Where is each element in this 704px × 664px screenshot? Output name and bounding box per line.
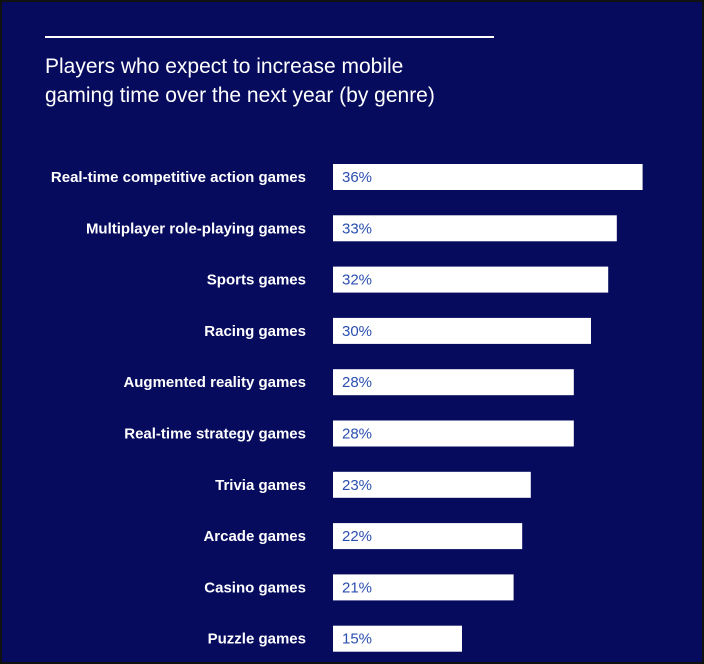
value-label: 23% xyxy=(342,477,372,494)
bar xyxy=(333,574,514,601)
bar xyxy=(333,471,531,498)
chart-title: Players who expect to increase mobile ga… xyxy=(45,52,545,110)
bar xyxy=(333,317,591,344)
value-label: 15% xyxy=(342,631,372,648)
value-label: 30% xyxy=(342,323,372,340)
category-label: Real-time competitive action games xyxy=(51,169,306,186)
chart-title-line-2: gaming time over the next year (by genre… xyxy=(45,84,435,107)
value-label: 22% xyxy=(342,528,372,545)
title-rule xyxy=(45,36,494,38)
bar xyxy=(333,625,462,652)
bar xyxy=(333,215,617,242)
bar xyxy=(333,523,523,550)
bar xyxy=(333,369,574,396)
category-label: Casino games xyxy=(204,579,306,596)
bar xyxy=(333,164,643,190)
chart-title-line-1: Players who expect to increase mobile xyxy=(45,55,404,78)
value-label: 21% xyxy=(342,579,372,596)
category-label: Real-time strategy games xyxy=(124,426,306,443)
category-label: Sports games xyxy=(207,272,306,289)
bar xyxy=(333,420,574,447)
category-label: Trivia games xyxy=(215,477,306,494)
category-label: Arcade games xyxy=(203,528,306,545)
category-label: Augmented reality games xyxy=(123,374,306,391)
bar xyxy=(333,266,609,293)
category-label: Multiplayer role-playing games xyxy=(86,220,306,237)
value-label: 28% xyxy=(342,374,372,391)
value-label: 33% xyxy=(342,220,372,237)
category-label: Racing games xyxy=(204,323,306,340)
value-label: 32% xyxy=(342,272,372,289)
category-label: Puzzle games xyxy=(208,631,306,648)
value-label: 36% xyxy=(342,169,372,186)
value-label: 28% xyxy=(342,426,372,443)
